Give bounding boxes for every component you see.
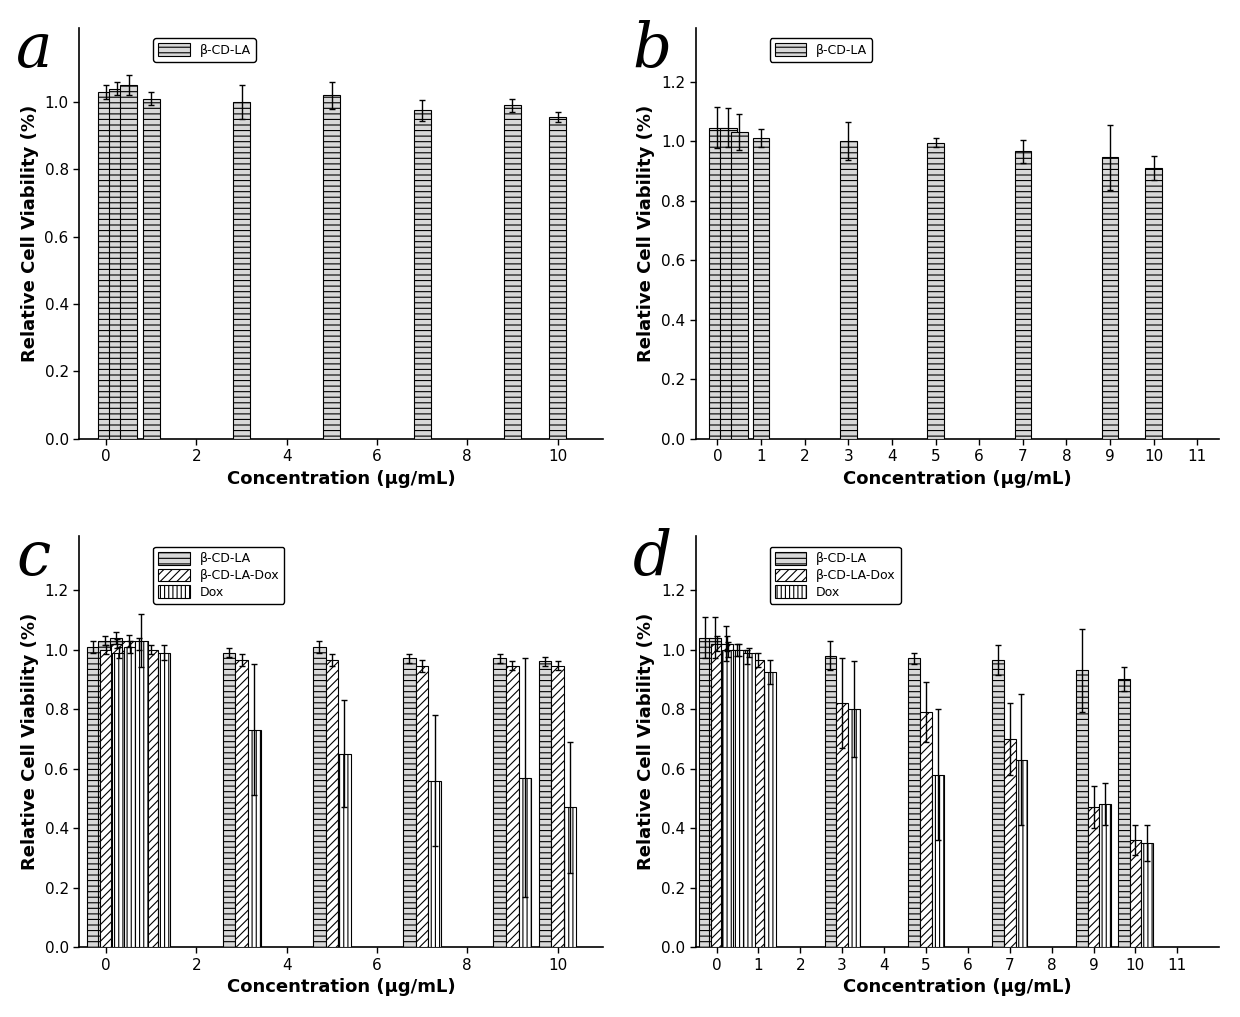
Bar <box>233 102 250 438</box>
Bar <box>143 99 160 438</box>
Bar <box>428 780 441 947</box>
Bar <box>848 709 859 947</box>
Bar <box>920 712 931 947</box>
Bar <box>720 644 732 947</box>
Y-axis label: Relative Cell Viability (%): Relative Cell Viability (%) <box>637 105 656 362</box>
Bar <box>1146 168 1162 438</box>
Bar <box>133 644 145 947</box>
Bar <box>928 142 944 438</box>
X-axis label: Concentration (μg/mL): Concentration (μg/mL) <box>227 978 455 997</box>
Bar <box>740 657 753 947</box>
Bar <box>312 647 326 947</box>
Bar <box>1100 804 1111 947</box>
X-axis label: Concentration (μg/mL): Concentration (μg/mL) <box>843 978 1071 997</box>
Bar <box>324 96 341 438</box>
Bar <box>709 638 722 947</box>
Bar <box>753 138 769 438</box>
Bar <box>112 644 124 947</box>
Bar <box>124 647 136 947</box>
Bar <box>415 666 428 947</box>
Bar <box>992 660 1004 947</box>
Bar <box>711 644 723 947</box>
Bar <box>1076 670 1087 947</box>
Bar <box>494 658 506 947</box>
Legend: β-CD-LA: β-CD-LA <box>770 39 872 62</box>
Bar <box>113 653 125 947</box>
Bar <box>123 641 135 947</box>
Bar <box>223 653 236 947</box>
Bar <box>120 85 138 438</box>
X-axis label: Concentration (μg/mL): Concentration (μg/mL) <box>843 470 1071 488</box>
Bar <box>1102 158 1118 438</box>
Bar <box>931 775 944 947</box>
Bar <box>730 132 748 438</box>
Bar <box>743 653 755 947</box>
Bar <box>413 111 430 438</box>
Bar <box>248 730 260 947</box>
Bar <box>564 807 577 947</box>
Bar <box>549 117 567 438</box>
Bar <box>1014 152 1032 438</box>
Y-axis label: Relative Cell Viability (%): Relative Cell Viability (%) <box>21 105 38 362</box>
Bar <box>699 638 711 947</box>
Bar <box>722 644 733 947</box>
Y-axis label: Relative Cell Viability (%): Relative Cell Viability (%) <box>637 613 656 871</box>
Bar <box>99 650 113 947</box>
Bar <box>145 650 157 947</box>
Legend: β-CD-LA, β-CD-LA-Dox, Dox: β-CD-LA, β-CD-LA-Dox, Dox <box>770 547 900 604</box>
Bar <box>110 638 123 947</box>
Bar <box>1130 840 1141 947</box>
Bar <box>538 661 552 947</box>
Text: c: c <box>16 528 51 588</box>
Bar <box>1016 760 1027 947</box>
Bar <box>518 778 531 947</box>
Bar <box>157 653 170 947</box>
Bar <box>720 128 737 438</box>
Y-axis label: Relative Cell Viability (%): Relative Cell Viability (%) <box>21 613 38 871</box>
Bar <box>836 703 848 947</box>
Bar <box>87 647 99 947</box>
Bar <box>236 660 248 947</box>
Legend: β-CD-LA, β-CD-LA-Dox, Dox: β-CD-LA, β-CD-LA-Dox, Dox <box>154 547 284 604</box>
Bar <box>1141 843 1153 947</box>
Bar <box>839 141 857 438</box>
Bar <box>1087 807 1100 947</box>
Bar <box>732 650 743 947</box>
Bar <box>109 88 126 438</box>
Bar <box>98 92 115 438</box>
Bar <box>825 656 836 947</box>
Text: b: b <box>632 19 672 79</box>
Text: a: a <box>16 19 53 79</box>
Bar <box>909 658 920 947</box>
Bar <box>723 650 734 947</box>
Bar <box>326 660 339 947</box>
Bar <box>98 641 112 947</box>
Bar <box>764 672 776 947</box>
Bar <box>753 660 764 947</box>
Bar <box>403 658 415 947</box>
Bar <box>1004 738 1016 947</box>
Bar <box>135 641 148 947</box>
Bar <box>339 754 351 947</box>
Bar <box>506 666 518 947</box>
Bar <box>552 666 564 947</box>
Bar <box>1117 679 1130 947</box>
Bar <box>503 106 521 438</box>
Text: d: d <box>632 528 672 588</box>
Bar <box>733 650 744 947</box>
Bar <box>709 128 725 438</box>
Legend: β-CD-LA: β-CD-LA <box>154 39 255 62</box>
X-axis label: Concentration (μg/mL): Concentration (μg/mL) <box>227 470 455 488</box>
